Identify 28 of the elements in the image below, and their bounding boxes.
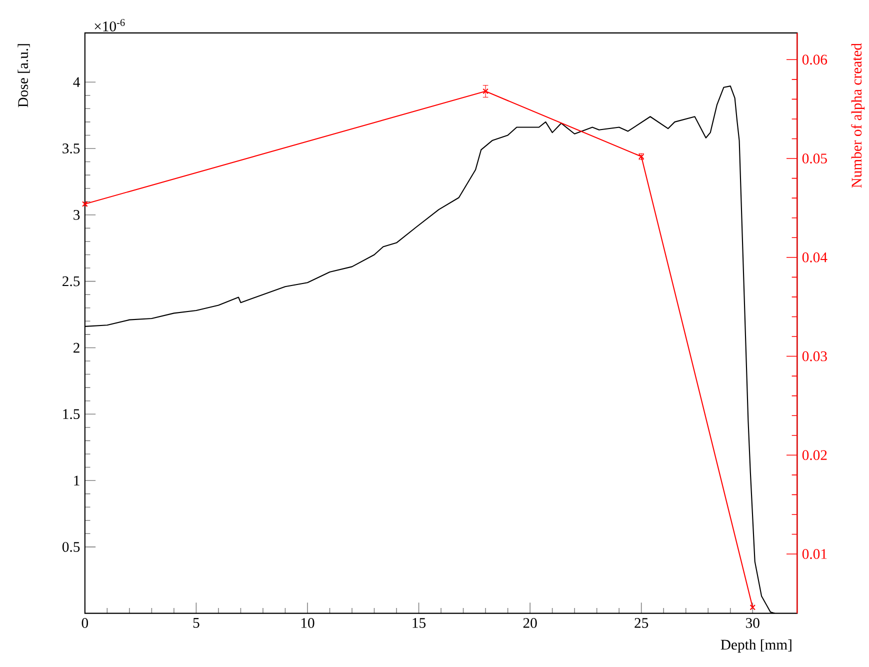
y-tick-label: 4: [73, 77, 80, 87]
x-tick-label: 10: [301, 618, 314, 628]
y-tick-label: 2: [74, 342, 80, 352]
y2-tick-label: 0.03: [802, 351, 827, 362]
y-tick-label: 3: [74, 210, 80, 220]
y2-tick-label: 0.04: [802, 252, 828, 262]
y-tick-label: 3.5: [62, 143, 80, 154]
point: [750, 604, 756, 610]
x-tick-label: 30: [746, 618, 760, 628]
x-tick-label: 5: [193, 618, 200, 628]
point: [82, 200, 88, 207]
y2-tick-label: 0.06: [802, 54, 828, 64]
y-tick-label: 2.5: [62, 276, 80, 286]
x-tick-label: 25: [634, 618, 648, 628]
y-axis-title: Dose [a.u.]: [18, 44, 30, 108]
y-tick-label: 1: [74, 476, 80, 486]
x-tick-label: 0: [82, 618, 88, 628]
point: [482, 88, 488, 94]
x-axis-title: Depth [mm]: [720, 639, 792, 652]
y2-tick-label: 0.02: [802, 450, 827, 460]
y-tick-label: 1.5: [63, 409, 80, 419]
y2-tick-label: 0.01: [802, 548, 827, 559]
y2-tick-label: 0.05: [802, 153, 827, 164]
text: ×10$^{-6}$: [94, 18, 125, 32]
x-tick-label: 15: [412, 618, 426, 628]
x-tick-label: 20: [523, 618, 537, 628]
y-tick-label: 0.5: [62, 542, 80, 552]
y2-axis-title: Number of alpha created: [851, 43, 865, 188]
